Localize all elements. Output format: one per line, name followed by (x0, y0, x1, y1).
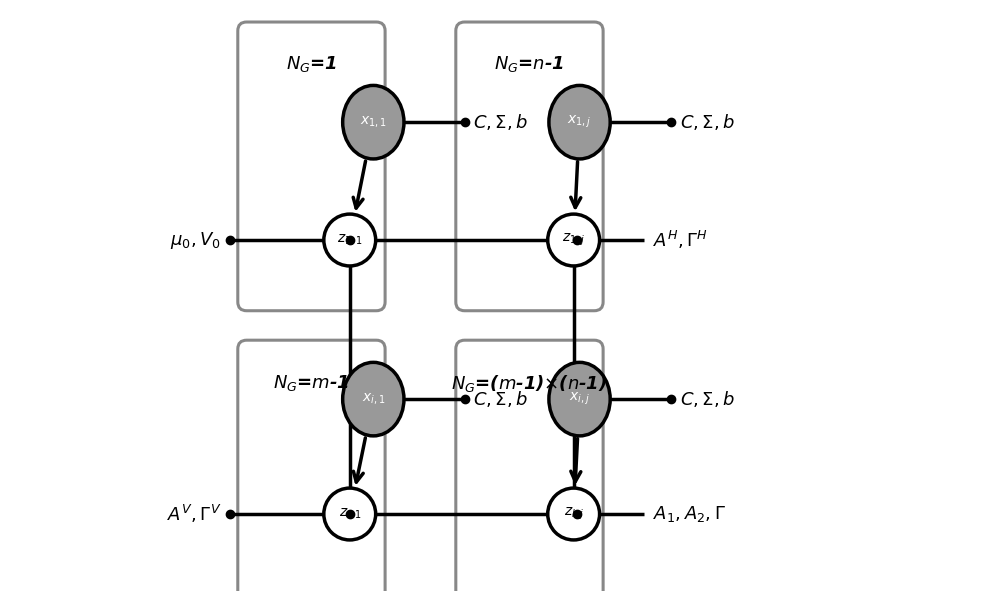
Ellipse shape (343, 85, 404, 159)
Ellipse shape (343, 362, 404, 436)
Circle shape (324, 214, 376, 266)
Ellipse shape (549, 362, 610, 436)
Text: $\mathit{A_1, A_2, \Gamma}$: $\mathit{A_1, A_2, \Gamma}$ (653, 504, 726, 524)
FancyBboxPatch shape (456, 22, 603, 311)
Text: $\mathit{\mu_0, V_0}$: $\mathit{\mu_0, V_0}$ (170, 230, 221, 250)
Circle shape (324, 488, 376, 540)
Text: $\mathit{A^H, \Gamma^H}$: $\mathit{A^H, \Gamma^H}$ (653, 229, 708, 251)
Text: $\mathit{A^V, \Gamma^V}$: $\mathit{A^V, \Gamma^V}$ (167, 503, 221, 525)
FancyArrowPatch shape (571, 162, 581, 207)
Text: $N_G$=($m$-1)$\times$($n$-1): $N_G$=($m$-1)$\times$($n$-1) (451, 372, 607, 394)
Text: $N_G$=$m$-1: $N_G$=$m$-1 (273, 372, 350, 392)
Text: $N_G$=1: $N_G$=1 (286, 54, 337, 75)
Text: $\mathit{z_{l,j}}$: $\mathit{z_{l,j}}$ (564, 506, 584, 522)
Text: $\mathit{z_{1,1}}$: $\mathit{z_{1,1}}$ (337, 233, 363, 247)
Text: $\mathit{z_{1,j}}$: $\mathit{z_{1,j}}$ (562, 232, 585, 248)
Ellipse shape (549, 85, 610, 159)
Circle shape (548, 214, 600, 266)
Text: $\mathit{x_{1,j}}$: $\mathit{x_{1,j}}$ (567, 114, 592, 130)
FancyBboxPatch shape (456, 340, 603, 592)
Text: $\mathit{C, \Sigma, b}$: $\mathit{C, \Sigma, b}$ (473, 389, 528, 409)
FancyBboxPatch shape (238, 340, 385, 592)
Text: $\mathit{C, \Sigma, b}$: $\mathit{C, \Sigma, b}$ (680, 389, 735, 409)
Text: $\mathit{z_{l,1}}$: $\mathit{z_{l,1}}$ (339, 507, 361, 522)
Text: $\mathit{x_{i,j}}$: $\mathit{x_{i,j}}$ (569, 391, 590, 407)
FancyArrowPatch shape (353, 161, 366, 208)
Circle shape (548, 488, 600, 540)
Text: $N_G$=$n$-1: $N_G$=$n$-1 (494, 54, 565, 75)
FancyBboxPatch shape (238, 22, 385, 311)
FancyArrowPatch shape (571, 439, 581, 481)
Text: $\mathit{x_{1,1}}$: $\mathit{x_{1,1}}$ (360, 115, 387, 130)
FancyArrowPatch shape (353, 438, 365, 482)
Text: $\mathit{C, \Sigma, b}$: $\mathit{C, \Sigma, b}$ (473, 112, 528, 132)
Text: $\mathit{C, \Sigma, b}$: $\mathit{C, \Sigma, b}$ (680, 112, 735, 132)
Text: $\mathit{x_{i,1}}$: $\mathit{x_{i,1}}$ (362, 392, 385, 407)
